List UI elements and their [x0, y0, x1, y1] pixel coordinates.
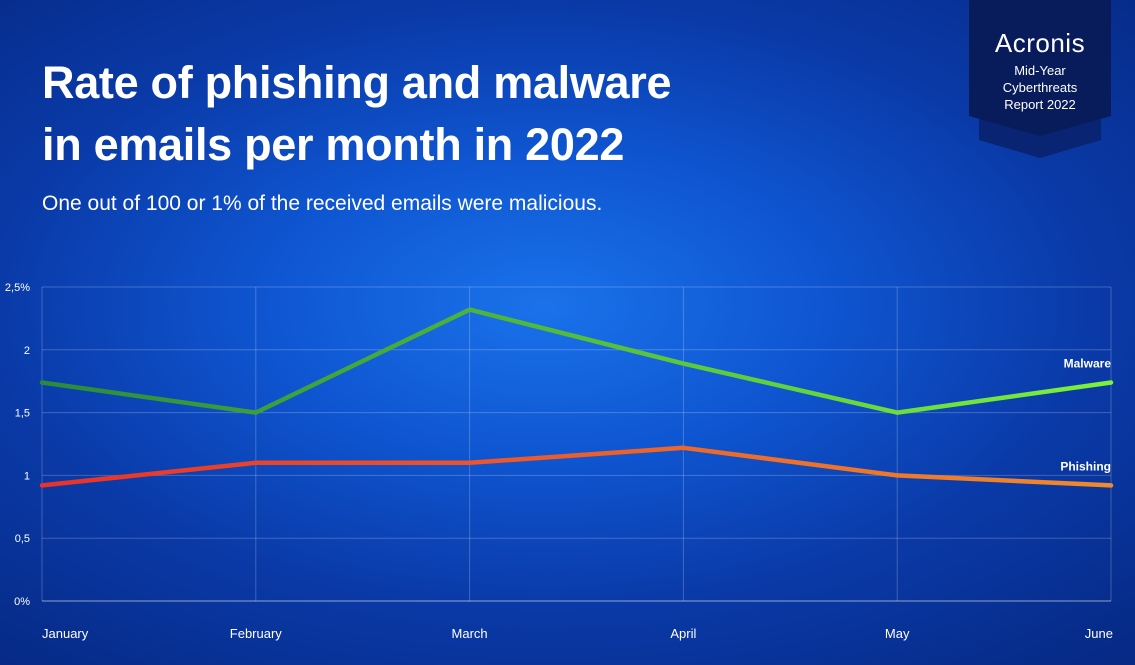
chart-title-line-2: in emails per month in 2022	[42, 119, 625, 170]
badge-line-2: Cyberthreats	[1002, 80, 1078, 95]
chart-subtitle: One out of 100 or 1% of the received ema…	[42, 192, 603, 215]
x-tick-label: March	[452, 626, 488, 641]
series-line-malware	[39, 307, 1114, 415]
x-tick-label: April	[670, 626, 696, 641]
acronis-logo: Acronis	[994, 28, 1086, 58]
chart-series	[39, 307, 1114, 488]
acronis-report-badge: Acronis Mid-Year Cyberthreats Report 202…	[969, 0, 1111, 160]
x-tick-label: June	[1085, 626, 1113, 641]
chart-labels: 0% 0,5 1 1,5 2 2,5% January February March April M…	[5, 282, 1113, 641]
y-tick-label: 1	[24, 470, 30, 482]
series-label-malware: Malware	[1064, 356, 1112, 370]
x-tick-label: February	[230, 626, 283, 641]
x-tick-label: January	[42, 626, 89, 641]
x-tick-label: May	[885, 626, 910, 641]
y-tick-label: 1,5	[15, 408, 30, 420]
y-tick-label: 2	[24, 345, 30, 357]
badge-line-3: Report 2022	[1004, 97, 1076, 112]
y-tick-label: 0,5	[15, 533, 30, 545]
y-tick-label: 0%	[14, 596, 30, 608]
series-label-phishing: Phishing	[1060, 459, 1111, 473]
series-line-phishing	[39, 445, 1114, 488]
badge-ribbon-shape	[969, 0, 1111, 158]
y-tick-label: 2,5%	[5, 282, 30, 294]
badge-line-1: Mid-Year	[1014, 63, 1066, 78]
chart-gridlines	[41, 286, 1112, 601]
chart-title: Rate of phishing and malware in emails p…	[42, 52, 802, 176]
chart-title-line-1: Rate of phishing and malware	[42, 57, 672, 108]
